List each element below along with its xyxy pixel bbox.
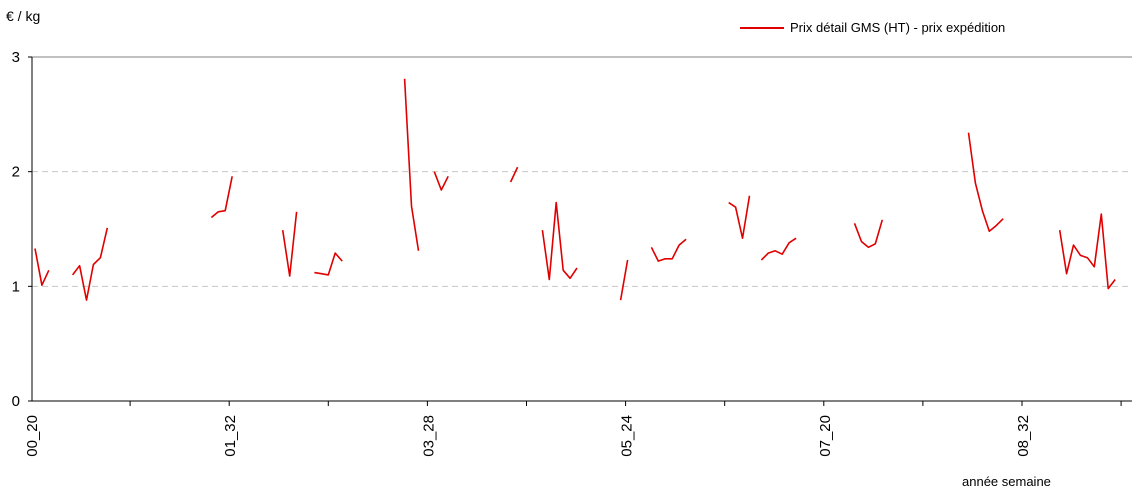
legend-swatch (740, 26, 784, 29)
series-line-segment (281, 211, 298, 277)
series-line-segment (403, 78, 420, 251)
series-line-segment (967, 132, 1004, 233)
y-tick-label: 0 (12, 393, 20, 410)
y-tick-label: 2 (12, 164, 20, 181)
legend-label: Prix détail GMS (HT) - prix expédition (790, 20, 1006, 35)
series-line-segment (210, 176, 233, 219)
series-line-segment (314, 252, 343, 276)
series-line-segment (34, 248, 50, 287)
series-line-segment (1058, 213, 1116, 290)
y-axis-unit-label: € / kg (6, 8, 41, 24)
x-tick-label: 01_32 (222, 415, 239, 457)
series-line-segment (541, 201, 578, 281)
x-axis-title: année semaine (962, 474, 1051, 489)
series-line-segment (760, 237, 797, 261)
y-tick-label: 3 (12, 49, 20, 66)
x-tick-label: 03_28 (420, 415, 437, 457)
series-line-segment (71, 227, 109, 301)
x-tick-label: 07_20 (817, 415, 834, 457)
series-line-segment (619, 259, 629, 301)
x-tick-label: 08_32 (1015, 415, 1032, 457)
series-line-segment (853, 219, 884, 249)
series-line-segment (433, 171, 449, 191)
series-line-segment (728, 195, 751, 239)
y-tick-label: 1 (12, 278, 20, 295)
series-line-segment (509, 166, 519, 183)
legend: Prix détail GMS (HT) - prix expédition (740, 20, 1005, 35)
x-tick-label: 00_20 (24, 415, 41, 457)
x-tick-label: 05_24 (619, 415, 636, 457)
series-line-segment (650, 238, 687, 262)
